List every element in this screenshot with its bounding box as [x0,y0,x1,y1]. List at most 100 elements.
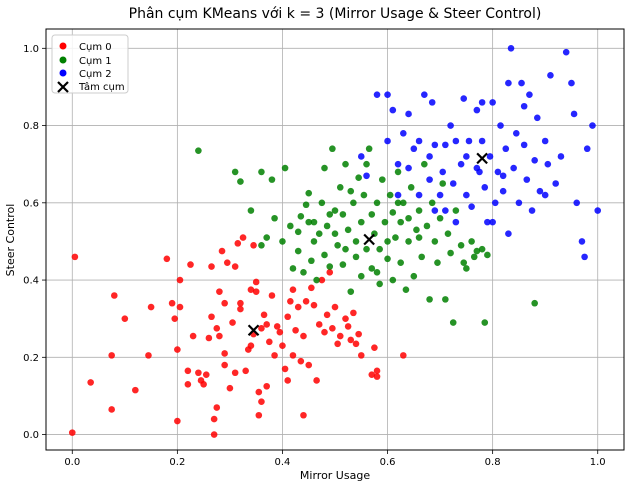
cluster-1-point [195,147,202,154]
cluster-2-point [581,253,588,261]
cluster-0-point [357,352,365,359]
cluster-2-point [594,207,602,214]
cluster-2-point [528,207,536,214]
cluster-2-point [523,176,531,183]
cluster-0-point [163,255,171,263]
cluster-0-point [284,377,292,384]
cluster-0-point [371,344,378,351]
cluster-0-point [302,297,310,305]
cluster-0-point [200,381,207,388]
cluster-1-point [407,184,415,191]
cluster-0-point [234,240,242,247]
cluster-0-point [258,325,265,332]
cluster-1-point [397,259,404,266]
cluster-0-point [237,299,244,307]
cluster-2-point [497,122,504,129]
cluster-1-point [447,249,454,257]
cluster-2-point [489,99,496,106]
cluster-0-point [231,263,239,270]
cluster-2-point [520,141,528,149]
cluster-0-point [174,346,181,353]
cluster-1-point [421,160,428,168]
cluster-0-point [294,303,302,311]
y-tick-label: 1.0 [23,44,39,55]
cluster-1-point [258,168,265,176]
cluster-0-point [313,377,320,384]
cluster-0-point [297,357,305,365]
cluster-0-point [289,352,297,359]
cluster-0-point [213,325,221,332]
cluster-1-point [355,174,362,182]
cluster-0-point [305,361,313,369]
cluster-1-point [318,199,326,207]
cluster-1-point [263,234,270,241]
y-tick-label: 0.2 [23,353,39,364]
cluster-2-point [499,172,507,180]
cluster-1-point [321,164,328,172]
cluster-1-point [389,209,397,216]
cluster-2-point [436,191,444,199]
cluster-1-point [350,199,357,207]
cluster-2-point [357,153,365,160]
cluster-0-point [216,332,223,340]
cluster-2-point [447,122,454,129]
cluster-0-point [273,323,281,330]
cluster-1-point [460,259,468,266]
cluster-2-point [583,145,591,153]
cluster-2-point [415,191,423,199]
cluster-0-point [266,338,273,346]
cluster-1-point [342,245,349,253]
cluster-2-point [421,91,428,98]
cluster-2-point [405,164,412,172]
cluster-0-point [260,311,268,319]
cluster-1-point [344,226,352,234]
cluster-0-point [213,404,221,411]
cluster-1-point [323,222,331,230]
cluster-0-point [329,325,336,332]
cluster-2-point [426,153,433,160]
cluster-1-point [431,238,439,245]
cluster-2-point [384,91,391,98]
cluster-0-point [300,411,307,419]
cluster-1-point [258,241,265,249]
cluster-2-point [431,207,439,214]
cluster-2-point [512,129,520,137]
cluster-1-point [279,238,286,245]
cluster-2-point [520,102,528,110]
cluster-0-point [255,388,263,396]
cluster-1-point [436,214,444,222]
cluster-1-point [313,276,320,284]
legend-marker-centroid [57,81,69,93]
cluster-0-point [184,367,192,375]
cluster-1-point [331,230,339,238]
cluster-2-point [568,79,575,87]
cluster-2-point [562,48,570,56]
x-tick-label: 0.4 [275,457,291,468]
cluster-2-point [389,106,397,114]
cluster-0-point [216,288,223,295]
cluster-2-point [465,137,473,145]
cluster-0-point [223,259,231,266]
cluster-1-point [531,299,538,307]
legend-marker-cluster-2 [59,69,67,77]
cluster-1-point [326,263,334,270]
cluster-0-point [205,334,213,342]
cluster-1-point [413,226,420,234]
cluster-1-point [394,168,402,176]
cluster-0-point [87,379,94,386]
cluster-0-point [231,369,239,377]
cluster-0-point [174,417,181,425]
cluster-0-point [373,373,381,380]
cluster-2-point [486,153,494,160]
cluster-1-point [415,207,423,214]
cluster-2-point [489,218,496,226]
cluster-0-point [208,263,215,270]
cluster-0-point [352,340,360,348]
cluster-2-point [400,129,407,137]
cluster-2-point [491,199,499,207]
cluster-2-point [473,106,481,114]
cluster-0-point [208,313,215,321]
legend-marker-cluster-0 [59,42,67,50]
cluster-2-point [463,153,470,160]
cluster-0-point [71,253,79,261]
